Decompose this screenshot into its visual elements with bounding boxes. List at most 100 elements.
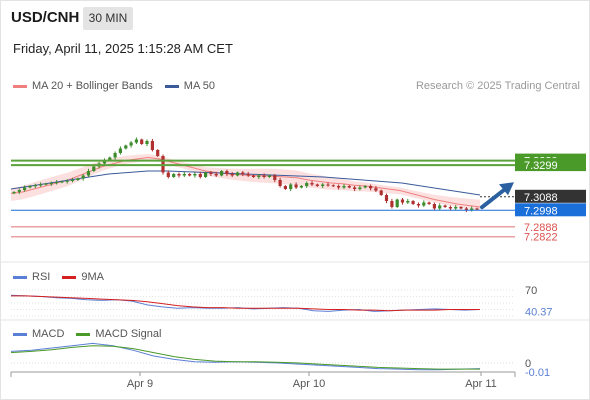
candle-body [443, 205, 447, 207]
current-price-label: 7.2998 [524, 205, 558, 217]
candle-body [321, 184, 325, 186]
candle-body [347, 186, 351, 188]
x-axis-tick-label: Apr 9 [127, 378, 153, 390]
candle-body [326, 184, 330, 186]
rsi-9ma-line [11, 295, 480, 312]
candle-body [65, 180, 69, 182]
macd-current-value: -0.01 [525, 367, 550, 379]
symbol-title: USD/CNH [11, 9, 80, 26]
candle-body [416, 204, 421, 206]
support-price-label: 7.2822 [524, 232, 558, 244]
candle-body [363, 186, 367, 188]
candle-body [166, 172, 170, 177]
candle-body [374, 188, 378, 191]
candle-body [209, 172, 213, 174]
candle-body [432, 204, 436, 209]
legend-macd-signal-swatch [76, 332, 91, 336]
candle-body [299, 186, 303, 188]
legend-9ma-swatch [62, 275, 77, 279]
legend-ma20: MA 20 + Bollinger Bands [13, 80, 153, 92]
candle-body [438, 205, 442, 209]
candle-body [86, 171, 91, 176]
candle-body [358, 187, 362, 189]
candle-body [395, 199, 399, 207]
candle-body [17, 190, 21, 192]
candle-body [60, 181, 64, 183]
candle-body [342, 186, 346, 188]
candle-body [353, 187, 357, 189]
candle-body [23, 187, 27, 191]
candle-body [427, 202, 431, 204]
candle-body [39, 184, 43, 186]
legend-ma50-swatch [164, 84, 179, 88]
candle-body [118, 148, 122, 153]
candle-body [470, 208, 474, 210]
candle-body [134, 139, 138, 143]
candle-body [310, 183, 314, 185]
candle-body [278, 180, 282, 186]
candle-body [198, 174, 202, 177]
candle-body [55, 182, 59, 184]
support-price-label: 7.2888 [524, 222, 558, 234]
candle-body [454, 207, 458, 209]
candle-body [214, 174, 218, 176]
trend-arrow-shaft [480, 187, 507, 210]
copyright-text: Research © 2025 Trading Central [415, 80, 580, 92]
legend-rsi: RSI [13, 271, 50, 283]
candle-body [182, 174, 186, 176]
pivot-price-tag [515, 189, 586, 203]
rsi-current-value: 40.37 [525, 307, 553, 319]
candle-body [124, 145, 128, 149]
candle-body [225, 171, 229, 174]
candle-body [28, 186, 32, 188]
candle-body [33, 185, 37, 187]
candle-body [305, 183, 309, 186]
candle-body [369, 186, 373, 189]
candle-body [150, 141, 154, 150]
candle-body [411, 201, 415, 204]
legend-9ma: 9MA [62, 271, 104, 283]
candle-body [257, 175, 261, 177]
timeframe-button[interactable]: 30 MIN [83, 7, 133, 30]
candle-body [156, 150, 160, 156]
candle-body [406, 201, 410, 203]
resistance-price-tag [515, 158, 586, 172]
candle-body [113, 153, 117, 158]
candle-body [12, 192, 16, 194]
candle-body [390, 201, 394, 207]
candle-body [193, 174, 197, 176]
candle-body [70, 180, 75, 181]
candle-body [251, 175, 256, 177]
candle-body [331, 185, 335, 187]
candle-body [283, 186, 287, 189]
legend-rsi-swatch [13, 275, 27, 279]
candle-body [246, 174, 250, 176]
candle-body [129, 142, 133, 146]
candle-body [102, 160, 107, 164]
candle-body [220, 171, 224, 176]
candle-body [172, 174, 176, 177]
candle-body [188, 174, 192, 176]
candle-body [267, 175, 271, 177]
candle-body [241, 172, 245, 174]
rsi-tick-70: 70 [525, 285, 537, 297]
x-axis-tick-label: Apr 10 [293, 378, 325, 390]
x-axis-tick-label: Apr 11 [465, 378, 497, 390]
candle-body [475, 208, 479, 210]
trend-arrow-head [499, 182, 514, 196]
candle-body [273, 175, 277, 180]
candle-body [108, 157, 112, 161]
candle-body [230, 174, 234, 176]
candle-body [448, 207, 452, 209]
candle-body [315, 184, 319, 186]
candle-body [262, 175, 266, 177]
legend-ma20-swatch [13, 84, 27, 88]
candle-body [204, 172, 208, 177]
candle-body [400, 199, 405, 203]
datetime-label: Friday, April 11, 2025 1:15:28 AM CET [13, 41, 233, 56]
candle-body [294, 184, 298, 188]
pivot-price-label: 7.3088 [524, 192, 558, 204]
macd-line [10, 342, 481, 371]
legend-macd: MACD [13, 328, 64, 340]
